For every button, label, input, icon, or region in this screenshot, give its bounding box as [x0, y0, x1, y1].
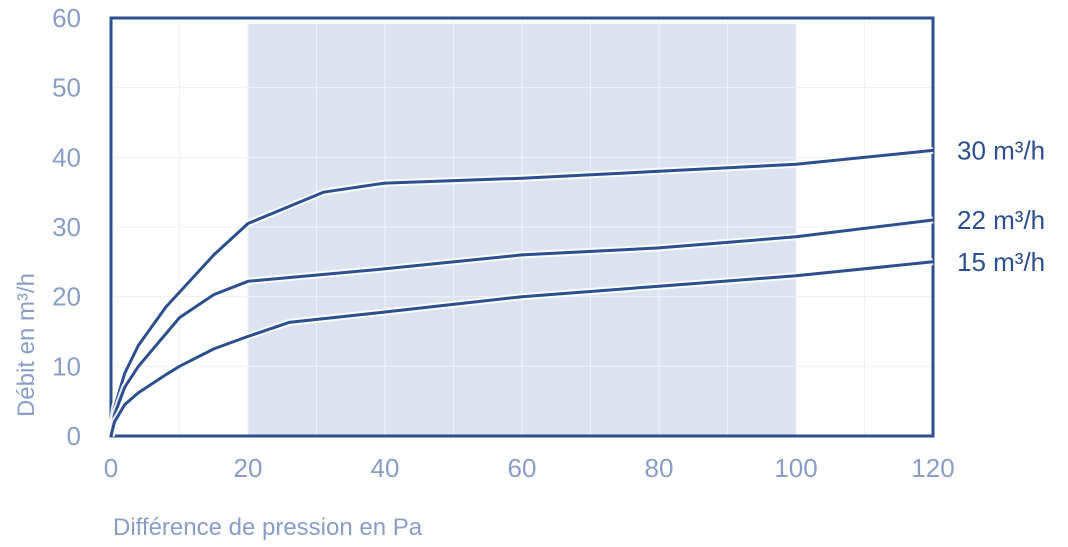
- y-tick-label: 20: [52, 282, 81, 312]
- series-line-1: [109, 218, 935, 438]
- y-tick-label: 0: [67, 421, 81, 451]
- y-axis-title: Débit en m³/h: [13, 273, 40, 417]
- series-label: 30 m³/h: [957, 135, 1045, 165]
- plot-frame: [109, 16, 935, 438]
- y-tick-label: 40: [52, 142, 81, 172]
- x-tick-label: 80: [645, 453, 674, 483]
- y-tick-label: 50: [52, 73, 81, 103]
- y-tick-label: 60: [52, 3, 81, 33]
- x-tick-label: 120: [911, 453, 954, 483]
- series-line-2: [109, 260, 935, 438]
- y-tick-label: 30: [52, 212, 81, 242]
- x-axis-title: Différence de pression en Pa: [113, 514, 423, 541]
- series-line-0: [109, 148, 935, 438]
- x-tick-label: 20: [234, 453, 263, 483]
- x-tick-label: 60: [508, 453, 537, 483]
- x-tick-label: 0: [104, 453, 118, 483]
- y-tick-label: 10: [52, 351, 81, 381]
- x-tick-label: 40: [371, 453, 400, 483]
- series-label: 22 m³/h: [957, 205, 1045, 235]
- series-label: 15 m³/h: [957, 247, 1045, 277]
- x-tick-label: 100: [774, 453, 817, 483]
